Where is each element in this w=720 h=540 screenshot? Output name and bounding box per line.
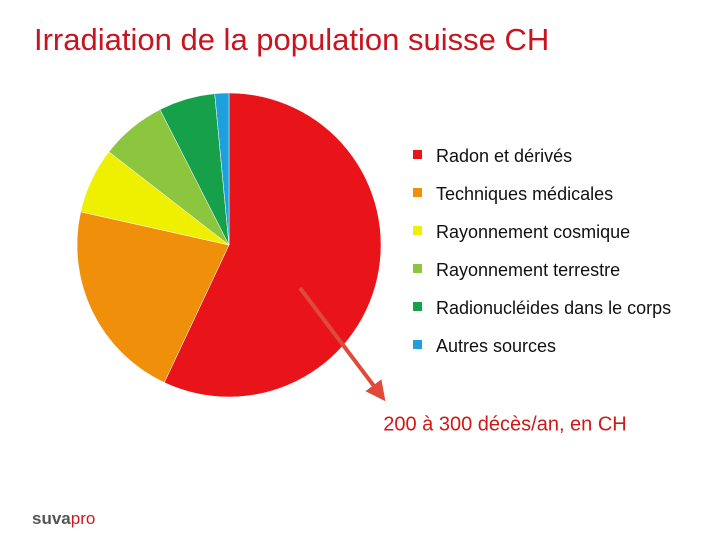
chart-title: Irradiation de la population suisse CH [34, 22, 549, 57]
legend-label: Radon et dérivés [436, 146, 572, 166]
legend-label: Rayonnement cosmique [436, 222, 630, 242]
annotation: 200 à 300 décès/an, en CH [383, 413, 627, 435]
legend: Radon et dérivés Techniques médicales Rayo… [413, 146, 671, 356]
legend-swatch [413, 302, 422, 311]
legend-label: Rayonnement terrestre [436, 260, 620, 280]
legend-swatch [413, 188, 422, 197]
pie-slice [214, 92, 230, 246]
legend-swatch [413, 264, 422, 273]
legend-label: Radionucléides dans le corps [436, 298, 671, 318]
pie-slice [76, 211, 230, 383]
legend-swatch [413, 340, 422, 349]
legend-swatch [413, 150, 422, 159]
legend-swatch [413, 226, 422, 235]
logo-brand: suva [32, 509, 71, 528]
legend-label: Autres sources [436, 336, 556, 356]
logo-product: pro [71, 509, 96, 528]
pie [76, 92, 382, 398]
legend-label: Techniques médicales [436, 184, 613, 204]
logo: suvapro [32, 509, 95, 528]
arrow [298, 286, 386, 402]
